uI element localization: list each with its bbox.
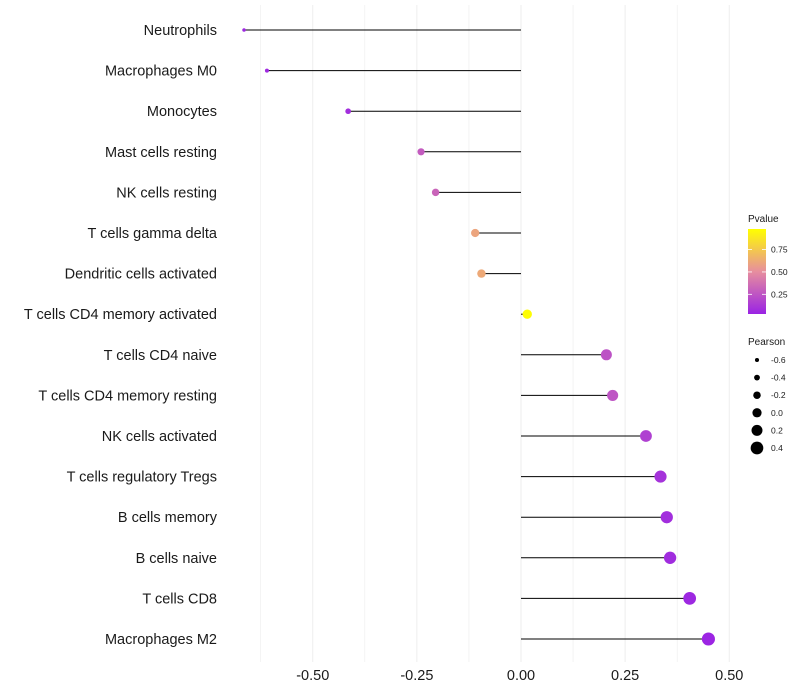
- y-tick-label: T cells CD8: [142, 591, 217, 607]
- y-tick-label: B cells naive: [136, 551, 217, 567]
- colorbar-tick-label: 0.50: [771, 267, 788, 277]
- y-tick-label: B cells memory: [118, 510, 218, 526]
- colorbar-tick-label: 0.25: [771, 289, 788, 299]
- y-tick-label: Monocytes: [147, 104, 217, 120]
- lollipop-point: [242, 28, 246, 32]
- y-tick-label: T cells gamma delta: [88, 226, 218, 242]
- y-tick-label: Dendritic cells activated: [65, 267, 217, 283]
- y-tick-label: Macrophages M0: [105, 64, 217, 80]
- size-legend-key: [754, 374, 760, 381]
- size-legend-label: 0.4: [771, 443, 783, 453]
- lollipop-point: [660, 511, 673, 524]
- pvalue-colorbar-ticks: 0.75 0.50 0.25: [748, 245, 788, 299]
- colorbar-tick-label: 0.75: [771, 245, 788, 255]
- lollipop-point: [522, 309, 532, 319]
- size-legend-label: 0.2: [771, 425, 783, 435]
- y-tick-label: Mast cells resting: [105, 145, 217, 161]
- lollipop-point: [701, 632, 715, 646]
- lollipop-point: [417, 148, 425, 156]
- x-tick-label: 0.00: [507, 668, 535, 684]
- legend: Pvalue 0.75 0.50 0.25 Pearson -0.6 -0.4 -0.2…: [748, 214, 788, 455]
- lollipop-point: [654, 470, 667, 483]
- pearson-legend-title: Pearson: [748, 337, 785, 348]
- y-axis-labels: Neutrophils Macrophages M0 Monocytes Mast c…: [24, 23, 218, 648]
- size-legend-key: [751, 424, 763, 436]
- size-legend-key: [752, 408, 762, 418]
- size-legend-label: -0.2: [771, 390, 786, 400]
- pvalue-colorbar: [748, 229, 766, 314]
- size-legend-key: [753, 391, 761, 399]
- lollipop-point: [640, 430, 652, 442]
- lollipop-point: [683, 592, 697, 605]
- lollipop-point: [431, 188, 440, 197]
- grid-lines: [260, 5, 730, 662]
- x-tick-label: -0.25: [400, 668, 433, 684]
- size-legend-label: -0.6: [771, 355, 786, 365]
- y-tick-label: Neutrophils: [144, 23, 217, 39]
- x-tick-label: -0.50: [296, 668, 329, 684]
- pvalue-legend-title: Pvalue: [748, 214, 779, 225]
- lollipop-point: [264, 68, 269, 73]
- size-legend-label: -0.4: [771, 373, 786, 383]
- y-tick-label: Macrophages M2: [105, 632, 217, 648]
- lollipop-point: [600, 349, 612, 361]
- y-tick-label: T cells CD4 memory activated: [24, 307, 217, 323]
- size-legend-key: [750, 441, 764, 455]
- y-tick-label: T cells CD4 naive: [104, 348, 217, 364]
- lollipop-points: [242, 28, 715, 646]
- x-axis-tick-labels: -0.50 -0.25 0.00 0.25 0.50: [296, 668, 743, 684]
- lollipop-stems: [244, 29, 709, 640]
- lollipop-point: [663, 551, 677, 564]
- size-legend-key: [754, 357, 760, 363]
- y-tick-label: NK cells resting: [116, 185, 217, 201]
- lollipop-point: [607, 389, 619, 401]
- lollipop-point: [477, 269, 486, 278]
- lollipop-point: [345, 108, 351, 115]
- pearson-size-legend: -0.6 -0.4 -0.2 0.0 0.2 0.4: [750, 355, 786, 455]
- x-tick-label: 0.50: [715, 668, 743, 684]
- x-tick-label: 0.25: [611, 668, 639, 684]
- y-tick-label: T cells regulatory Tregs: [67, 470, 217, 486]
- y-tick-label: T cells CD4 memory resting: [38, 388, 217, 404]
- size-legend-label: 0.0: [771, 408, 783, 418]
- y-tick-label: NK cells activated: [102, 429, 217, 445]
- lollipop-point: [471, 228, 480, 238]
